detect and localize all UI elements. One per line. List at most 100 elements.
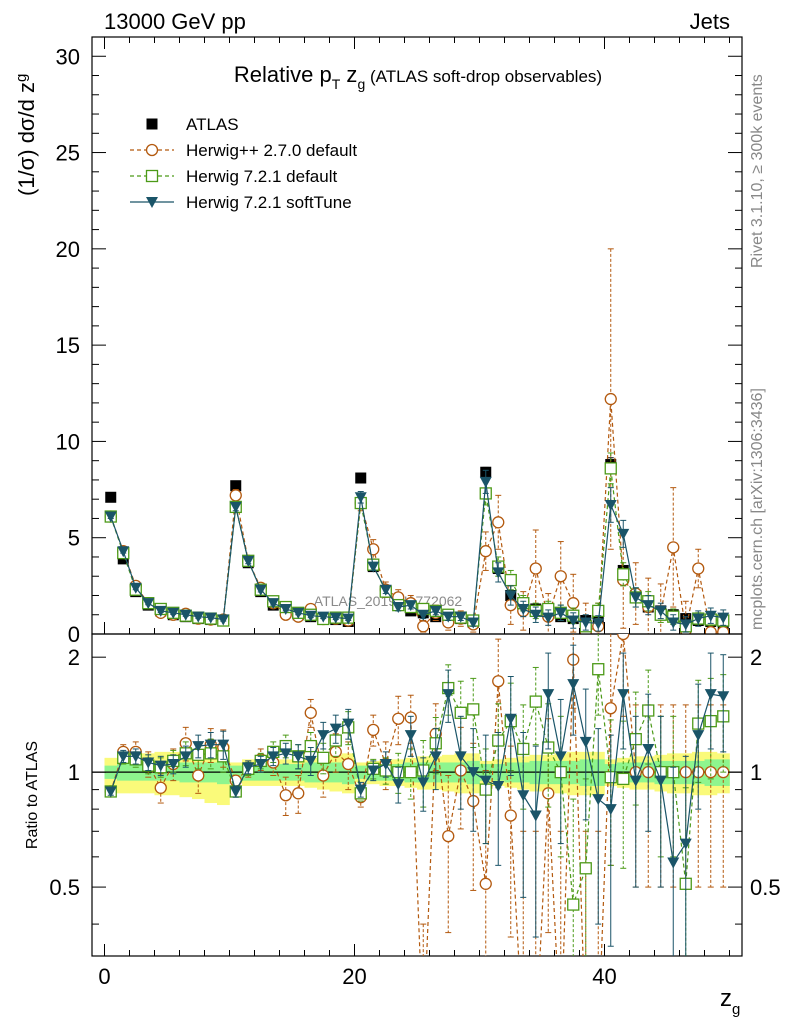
ratio-herwig-721-default-point [404, 765, 417, 779]
ratio-herwigpp-270-series [104, 634, 730, 956]
ratio-herwig-721-softtune-point [567, 679, 580, 691]
y-tick-label: 25 [56, 141, 80, 166]
ratio-herwig-721-softtune-point [604, 804, 617, 816]
legend-marker [145, 143, 159, 157]
herwig-721-softtune-point [604, 499, 617, 511]
ratio-herwigpp-270-point [504, 809, 517, 822]
herwig-721-default-point [617, 568, 630, 581]
ratio-herwigpp-270-point [292, 787, 305, 800]
main-ylabel: (1/σ) dσ/d zg [13, 74, 39, 196]
herwig-721-softtune-point [167, 607, 180, 619]
ratio-herwig-721-softtune-point [342, 718, 355, 730]
ratio-panel-frame [91, 633, 743, 957]
y-tick-label: 5 [68, 526, 80, 551]
ratio-herwig-721-softtune-point [267, 751, 280, 763]
herwig-721-softtune-point [567, 615, 580, 627]
herwig-721-softtune-point [392, 602, 405, 614]
herwig-721-softtune-point [579, 617, 592, 629]
ratio-herwig-721-softtune-point [542, 689, 555, 701]
ratio-herwig-721-softtune-point [204, 739, 217, 751]
herwig-721-softtune-point [404, 600, 417, 612]
header-right: Jets [690, 9, 730, 34]
herwig-721-softtune-point [179, 609, 192, 621]
ratio-herwig-721-default-point [317, 751, 330, 764]
y-tick-label: 30 [56, 44, 80, 69]
herwigpp-270-point [604, 392, 617, 406]
main-panel: ATLAS_2019_I1772062 Relative pT zg (ATLA… [13, 36, 743, 635]
herwig-721-softtune-point [467, 617, 480, 629]
ratio-y-tick-label-right: 2 [750, 645, 762, 670]
ratio-herwigpp-270-point [304, 706, 317, 719]
ratio-herwig-721-softtune-point [104, 786, 117, 798]
herwig-721-softtune-point [267, 598, 280, 610]
herwigpp-270-point [704, 625, 717, 634]
ratio-herwig-721-softtune-point [217, 739, 230, 751]
ratio-herwig-721-softtune-point [629, 775, 642, 787]
ratio-herwigpp-270-point [617, 634, 630, 641]
herwig-721-softtune-point [417, 609, 430, 621]
herwigpp-270-point [479, 545, 492, 558]
ratio-herwig-721-softtune-point [492, 780, 505, 792]
ratio-herwig-721-softtune-point [454, 751, 467, 763]
ratio-herwig-721-softtune-point [317, 730, 330, 742]
ratio-herwig-721-default-series [104, 634, 730, 956]
herwig-721-softtune-series [104, 469, 730, 633]
legend-entry: ATLAS [146, 115, 239, 134]
herwig-721-softtune-point [379, 584, 392, 596]
herwig-721-softtune-point [617, 528, 630, 540]
atlas-data-point [230, 480, 242, 492]
ratio-herwigpp-270-point [604, 702, 617, 715]
herwigpp-270-point [529, 562, 542, 575]
ratio-y-tick-label-left: 1 [68, 760, 80, 785]
herwigpp-270-point [229, 489, 242, 502]
ratio-herwig-721-softtune-point [167, 759, 180, 771]
herwig-721-softtune-point [629, 592, 642, 604]
ratio-herwig-721-softtune-point [654, 775, 667, 787]
herwigpp-270-point [692, 562, 705, 575]
ratio-herwig-721-softtune-point [404, 730, 417, 742]
ratio-herwig-721-softtune-point [179, 751, 192, 763]
herwig-721-default-point [504, 573, 517, 587]
herwig-721-softtune-point [117, 546, 130, 558]
ratio-herwig-721-softtune-point [279, 748, 292, 760]
herwig-721-softtune-point [354, 492, 367, 504]
ratio-herwig-721-softtune-point [504, 713, 517, 725]
legend-entry: Herwig++ 2.7.0 default [130, 141, 357, 160]
ratio-herwig-721-softtune-point [554, 751, 567, 763]
ratio-herwig-721-default-point [567, 898, 580, 911]
ratio-herwig-721-softtune-point [642, 743, 655, 755]
ratio-y-tick-label-right: 1 [750, 760, 762, 785]
legend-entry: Herwig 7.2.1 default [130, 167, 337, 186]
herwigpp-270-point [492, 516, 505, 529]
herwig-721-softtune-point [442, 611, 455, 623]
ratio-herwig-721-softtune-point [417, 777, 430, 789]
x-tick-label: 40 [592, 964, 616, 989]
ratio-herwig-721-softtune-point [254, 759, 267, 771]
x-tick-label: 0 [98, 964, 110, 989]
y-tick-label: 15 [56, 333, 80, 358]
atlas-data-point [355, 472, 367, 484]
ratio-plot-area [92, 634, 742, 956]
herwig-721-softtune-point [554, 607, 567, 619]
herwig-721-softtune-point [679, 619, 692, 631]
legend-label: ATLAS [186, 115, 239, 134]
ratio-herwig-721-softtune-point [717, 691, 730, 703]
atlas-data-point [105, 491, 117, 503]
herwig-721-softtune-point [342, 613, 355, 625]
y-tick-label: 10 [56, 429, 80, 454]
axes: 0 20 40 0 5 10 15 20 25 30 0.5 0.5 1 1 2 2 [49, 37, 781, 989]
herwigpp-270-point [667, 541, 680, 554]
title-mid: z [340, 62, 357, 87]
herwig-721-softtune-point [642, 600, 655, 612]
ratio-herwig-721-softtune-point [704, 689, 717, 701]
herwig-721-softtune-point [317, 611, 330, 623]
legend-label: Herwig 7.2.1 softTune [186, 193, 352, 212]
ratio-y-tick-label-left: 0.5 [49, 875, 80, 900]
herwig-721-softtune-point [454, 611, 467, 623]
y-tick-label: 20 [56, 237, 80, 262]
herwig-721-softtune-point [692, 613, 705, 625]
x-tick-label: 20 [342, 964, 366, 989]
ratio-herwig-721-softtune-point [292, 751, 305, 763]
herwigpp-270-series [104, 248, 730, 634]
x-axis-label: zg [720, 985, 740, 1018]
